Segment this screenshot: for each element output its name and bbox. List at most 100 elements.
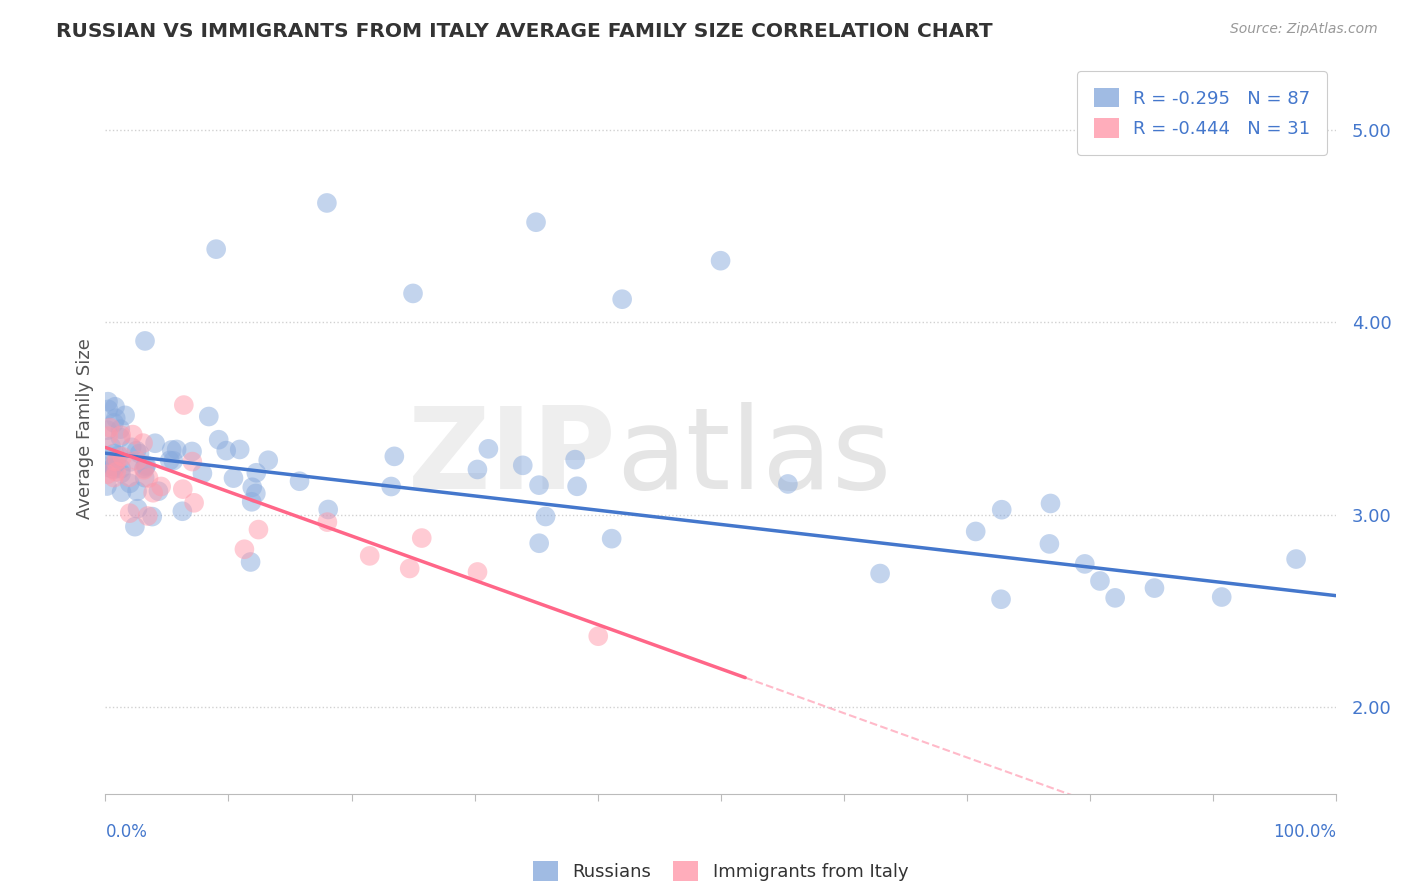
Point (96, 423, 118, 437)
Point (98, 420, 121, 434)
Point (316, 502, 339, 516)
Point (198, 409, 221, 424)
Point (96, 460, 118, 475)
Point (316, 515, 339, 529)
Text: 0.0%: 0.0% (105, 823, 148, 841)
Point (110, 461, 132, 475)
Point (111, 450, 134, 464)
Point (233, 542, 256, 557)
Point (162, 454, 184, 468)
Point (965, 524, 987, 539)
Point (98, 457, 121, 471)
Point (96, 479, 118, 493)
Point (215, 443, 238, 458)
Point (97, 429, 120, 443)
Point (524, 215, 547, 229)
Point (110, 422, 132, 436)
Point (512, 458, 534, 473)
Point (110, 485, 132, 500)
Point (288, 474, 311, 488)
Point (586, 629, 609, 643)
Point (1088, 574, 1111, 588)
Point (208, 433, 231, 447)
Point (135, 459, 157, 474)
Legend: Russians, Immigrants from Italy: Russians, Immigrants from Italy (526, 855, 915, 888)
Text: atlas: atlas (616, 402, 891, 513)
Text: 100.0%: 100.0% (1272, 823, 1336, 841)
Point (103, 446, 125, 460)
Point (710, 253, 733, 268)
Point (527, 536, 550, 550)
Point (1074, 557, 1097, 571)
Point (467, 462, 489, 476)
Point (1038, 537, 1060, 551)
Point (150, 479, 173, 493)
Point (132, 463, 155, 477)
Point (172, 482, 194, 496)
Point (125, 443, 148, 458)
Text: RUSSIAN VS IMMIGRANTS FROM ITALY AVERAGE FAMILY SIZE CORRELATION CHART: RUSSIAN VS IMMIGRANTS FROM ITALY AVERAGE… (56, 22, 993, 41)
Point (103, 462, 125, 476)
Point (121, 427, 143, 442)
Point (114, 409, 136, 423)
Point (183, 496, 205, 510)
Point (118, 470, 141, 484)
Point (191, 467, 214, 481)
Point (107, 448, 129, 462)
Point (120, 455, 142, 469)
Point (141, 509, 163, 524)
Y-axis label: Average Family Size: Average Family Size (76, 338, 94, 518)
Point (172, 504, 194, 518)
Point (173, 398, 195, 412)
Point (380, 479, 402, 493)
Point (105, 465, 128, 479)
Point (118, 476, 141, 491)
Point (564, 452, 586, 467)
Point (107, 452, 129, 467)
Point (127, 501, 149, 516)
Point (100, 439, 122, 453)
Point (143, 436, 166, 450)
Point (411, 531, 433, 545)
Point (527, 478, 550, 492)
Point (128, 446, 150, 460)
Point (382, 450, 405, 464)
Point (110, 467, 132, 481)
Point (228, 442, 250, 457)
Point (103, 416, 125, 430)
Point (138, 471, 160, 485)
Text: ZIP: ZIP (408, 402, 616, 513)
Point (359, 549, 381, 563)
Point (142, 485, 165, 500)
Point (1211, 590, 1233, 604)
Point (104, 400, 127, 414)
Text: Source: ZipAtlas.com: Source: ZipAtlas.com (1230, 22, 1378, 37)
Point (104, 454, 127, 468)
Point (134, 470, 156, 484)
Point (132, 436, 155, 450)
Point (240, 480, 263, 494)
Point (245, 486, 267, 500)
Point (565, 479, 588, 493)
Point (134, 334, 156, 348)
Point (239, 555, 262, 569)
Point (135, 458, 157, 473)
Point (240, 495, 263, 509)
Point (159, 453, 181, 467)
Point (110, 431, 132, 445)
Point (166, 442, 188, 457)
Point (97, 394, 120, 409)
Point (104, 411, 127, 425)
Point (869, 566, 891, 581)
Point (245, 466, 267, 480)
Point (181, 444, 204, 458)
Point (247, 523, 270, 537)
Point (136, 508, 159, 523)
Point (103, 459, 125, 474)
Point (148, 484, 170, 499)
Point (160, 442, 183, 457)
Point (398, 561, 420, 575)
Point (1039, 496, 1062, 510)
Point (96, 467, 118, 482)
Point (990, 592, 1012, 607)
